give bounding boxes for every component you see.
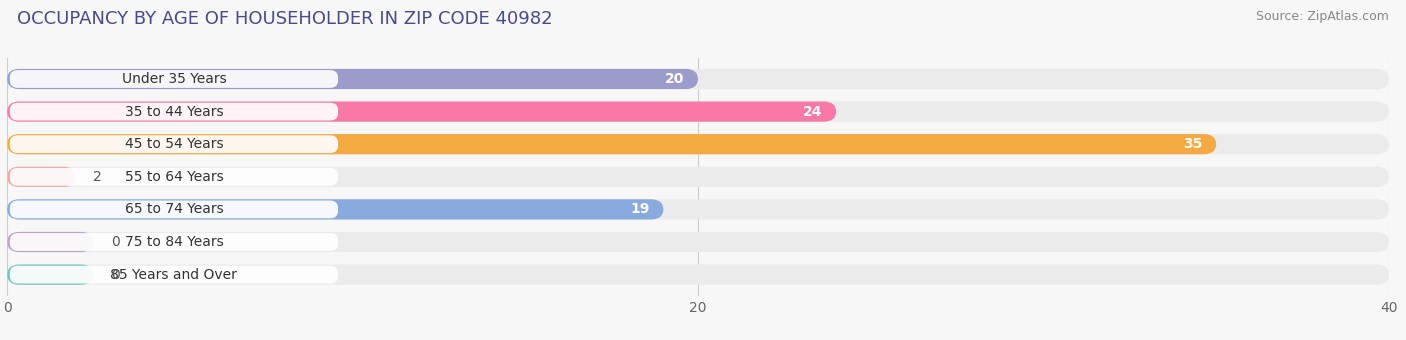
Text: 35 to 44 Years: 35 to 44 Years: [125, 105, 224, 119]
FancyBboxPatch shape: [10, 201, 337, 218]
Text: 19: 19: [630, 202, 650, 216]
FancyBboxPatch shape: [10, 103, 337, 120]
FancyBboxPatch shape: [7, 167, 76, 187]
FancyBboxPatch shape: [10, 266, 337, 284]
Text: Source: ZipAtlas.com: Source: ZipAtlas.com: [1256, 10, 1389, 23]
FancyBboxPatch shape: [10, 135, 337, 153]
FancyBboxPatch shape: [7, 101, 837, 122]
FancyBboxPatch shape: [7, 265, 1389, 285]
FancyBboxPatch shape: [10, 70, 337, 88]
FancyBboxPatch shape: [7, 69, 1389, 89]
Text: 45 to 54 Years: 45 to 54 Years: [125, 137, 224, 151]
Text: 75 to 84 Years: 75 to 84 Years: [125, 235, 224, 249]
FancyBboxPatch shape: [7, 199, 1389, 220]
Text: 35: 35: [1184, 137, 1202, 151]
FancyBboxPatch shape: [7, 232, 1389, 252]
FancyBboxPatch shape: [7, 232, 93, 252]
FancyBboxPatch shape: [7, 101, 1389, 122]
Text: 2: 2: [93, 170, 103, 184]
Text: 24: 24: [803, 105, 823, 119]
FancyBboxPatch shape: [7, 134, 1216, 154]
Text: 0: 0: [111, 235, 120, 249]
FancyBboxPatch shape: [7, 167, 1389, 187]
FancyBboxPatch shape: [7, 265, 93, 285]
FancyBboxPatch shape: [10, 168, 337, 186]
Text: 0: 0: [111, 268, 120, 282]
FancyBboxPatch shape: [7, 199, 664, 220]
Text: 20: 20: [665, 72, 685, 86]
Text: OCCUPANCY BY AGE OF HOUSEHOLDER IN ZIP CODE 40982: OCCUPANCY BY AGE OF HOUSEHOLDER IN ZIP C…: [17, 10, 553, 28]
Text: 85 Years and Over: 85 Years and Over: [111, 268, 238, 282]
FancyBboxPatch shape: [7, 134, 1389, 154]
FancyBboxPatch shape: [7, 69, 697, 89]
Text: Under 35 Years: Under 35 Years: [121, 72, 226, 86]
Text: 55 to 64 Years: 55 to 64 Years: [125, 170, 224, 184]
FancyBboxPatch shape: [10, 233, 337, 251]
Text: 65 to 74 Years: 65 to 74 Years: [125, 202, 224, 216]
